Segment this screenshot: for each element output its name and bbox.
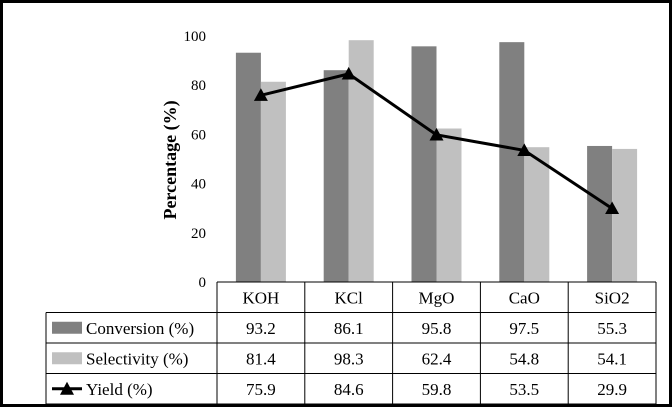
bar-selectivity (348, 40, 374, 282)
bar-conversion (323, 70, 349, 282)
table-cell-value: 95.8 (422, 319, 452, 338)
y-tick-label: 40 (191, 177, 206, 193)
table-cell-value: 54.8 (509, 349, 539, 368)
legend-label: Selectivity (%) (86, 349, 188, 368)
legend-key-yield-marker (60, 381, 74, 395)
x-category-label: KOH (242, 288, 279, 307)
bar-selectivity (436, 128, 462, 282)
table-cell-value: 29.9 (597, 380, 627, 399)
y-tick-label: 80 (191, 78, 206, 94)
bars (235, 40, 638, 283)
x-category-label: KCl (335, 288, 364, 307)
table-cell-value: 59.8 (422, 380, 452, 399)
table-cell-value: 54.1 (597, 349, 627, 368)
legend-key-selectivity (52, 352, 82, 365)
table-cell-value: 98.3 (334, 349, 364, 368)
table-cell-value: 86.1 (334, 319, 364, 338)
table-cell-value: 81.4 (246, 349, 276, 368)
bar-conversion (499, 42, 525, 283)
table-cell-value: 53.5 (509, 380, 539, 399)
y-tick-label: 0 (199, 275, 207, 291)
x-category-label: MgO (419, 288, 455, 307)
yield-marker (605, 201, 620, 215)
bar-selectivity (524, 147, 550, 282)
legend-label: Conversion (%) (86, 319, 194, 338)
table-cell-value: 84.6 (334, 380, 364, 399)
y-tick-label: 100 (184, 29, 207, 45)
table-cell-value: 62.4 (422, 349, 452, 368)
legend-key-conversion (52, 321, 82, 334)
table-cell-value: 75.9 (246, 380, 276, 399)
y-tick-labels: 0 20 40 60 80 100 (184, 29, 207, 291)
bar-selectivity (260, 81, 286, 282)
bar-conversion (235, 52, 261, 283)
table-cell-value: 97.5 (509, 319, 539, 338)
yield-marker (429, 127, 444, 141)
bar-selectivity (612, 148, 638, 282)
x-category-label: SiO2 (595, 288, 630, 307)
y-tick-label: 20 (191, 226, 206, 242)
bar-conversion (411, 46, 437, 282)
legend-label: Yield (%) (86, 380, 153, 399)
data-table: KOH KCl MgO CaO SiO2 Conversion (%) 93.2 86.1 95… (45, 281, 657, 405)
y-tick-label: 60 (191, 127, 206, 143)
x-category-label: CaO (509, 288, 540, 307)
table-cell-value: 93.2 (246, 319, 276, 338)
y-axis-label: Percentage (%) (160, 100, 181, 219)
yield-marker (517, 143, 532, 156)
yield-marker (253, 88, 268, 101)
yield-line-series (253, 66, 620, 215)
table-cell-value: 55.3 (597, 319, 627, 338)
yield-marker (341, 66, 356, 80)
